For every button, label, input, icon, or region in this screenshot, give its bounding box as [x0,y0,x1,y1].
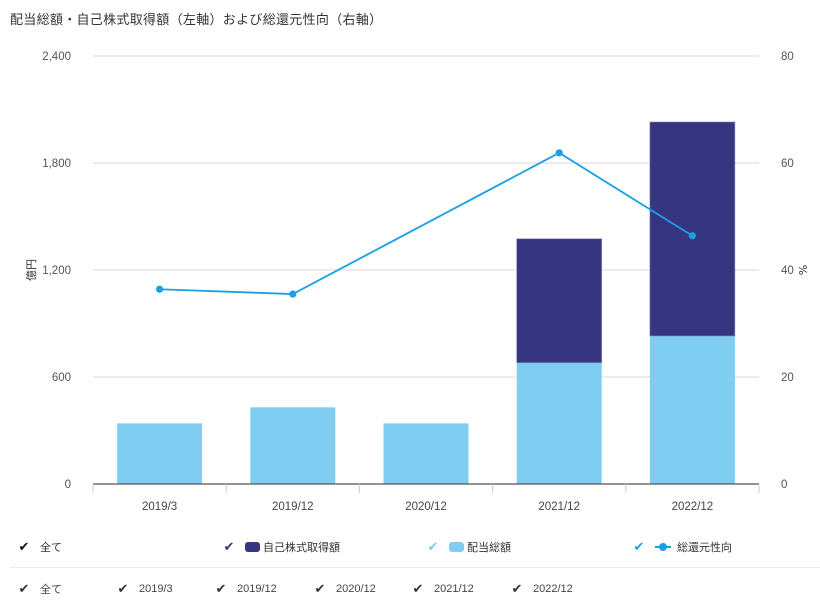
check-icon: ✔ [511,581,523,597]
filter-item-2021-12[interactable]: ✔ 2021/12 [411,575,474,603]
x-axis-label: 2019/12 [272,501,314,513]
dividend-bar[interactable] [383,423,469,484]
filter-item-2019-12[interactable]: ✔ 2019/12 [214,575,277,603]
legend-divider [10,567,820,568]
right-axis-tick: 0 [781,479,787,491]
legend-item-all-series[interactable]: ✔ 全て [17,533,62,561]
x-axis-label: 2020/12 [405,501,447,513]
payout-ratio-point[interactable] [156,285,164,293]
check-icon: ✔ [427,539,439,555]
left-axis-tick: 1,800 [42,158,71,170]
check-icon: ✔ [633,539,645,555]
filter-item-2022-12[interactable]: ✔ 2022/12 [510,575,573,603]
legend-label: 配当総額 [467,541,511,554]
x-axis-label: 2019/3 [142,501,177,513]
payout-ratio-point[interactable] [555,149,563,157]
series-legend: ✔ 全て ✔ 自己株式取得額 ✔ 配当総額 ✔ 総還元性向 [0,533,820,561]
payout-ratio-point[interactable] [289,290,297,298]
dividend-bar[interactable] [250,407,336,484]
legend-label: 総還元性向 [677,541,732,554]
filter-label: 2022/12 [533,583,573,595]
check-icon: ✔ [117,581,129,597]
filter-label: 2020/12 [336,583,376,595]
buyback-swatch-icon [245,542,260,552]
payout-ratio-line [159,151,693,295]
check-icon: ✔ [223,539,235,555]
legend-label: 全て [40,541,62,554]
check-icon: ✔ [18,581,30,597]
payout-ratio-point[interactable] [688,232,697,240]
line-marker-icon [655,542,671,552]
x-axis-label: 2022/12 [672,501,714,513]
dividend-swatch-icon [449,542,464,552]
left-axis-unit: 億円 [25,259,38,281]
check-icon: ✔ [412,581,424,597]
right-axis-tick: 80 [781,51,794,63]
filter-label: 2021/12 [434,583,474,595]
right-axis-unit: % [796,265,809,275]
right-axis-tick: 60 [781,158,794,170]
filter-item-2019-3[interactable]: ✔ 2019/3 [116,575,173,603]
legend-label: 自己株式取得額 [263,541,340,554]
filter-label: 2019/3 [139,583,173,595]
legend-item-payout-ratio[interactable]: ✔ 総還元性向 [632,533,732,561]
category-filter: ✔ 全て ✔ 2019/3 ✔ 2019/12 ✔ 2020/12 ✔ 2021… [0,575,820,603]
dividend-bar[interactable] [117,423,203,484]
filter-item-all[interactable]: ✔ 全て [17,575,62,603]
dividend-bar[interactable] [516,362,602,484]
left-axis-tick: 2,400 [42,51,71,63]
check-icon: ✔ [215,581,227,597]
left-axis-tick: 600 [52,372,71,384]
x-axis-label: 2021/12 [538,501,580,513]
filter-label: 全て [40,583,62,596]
chart-title: 配当総額・自己株式取得額（左軸）および総還元性向（右軸） [10,13,383,28]
check-icon: ✔ [314,581,326,597]
chart-plot: 0 0 600 20 1,200 40 1,800 60 2,400 80 億円 % 2019/3 201… [25,51,809,513]
buyback-bar[interactable] [516,238,603,364]
filter-label: 2019/12 [237,583,277,595]
filter-item-2020-12[interactable]: ✔ 2020/12 [313,575,376,603]
check-icon: ✔ [18,539,30,555]
left-axis-tick: 0 [65,479,71,491]
dividend-bar[interactable] [649,335,735,484]
right-axis-tick: 40 [781,265,794,277]
legend-item-dividend[interactable]: ✔ 配当総額 [426,533,511,561]
left-axis-tick: 1,200 [42,265,71,277]
right-axis-tick: 20 [781,372,794,384]
buyback-bar[interactable] [649,121,736,337]
legend-item-buyback[interactable]: ✔ 自己株式取得額 [222,533,340,561]
